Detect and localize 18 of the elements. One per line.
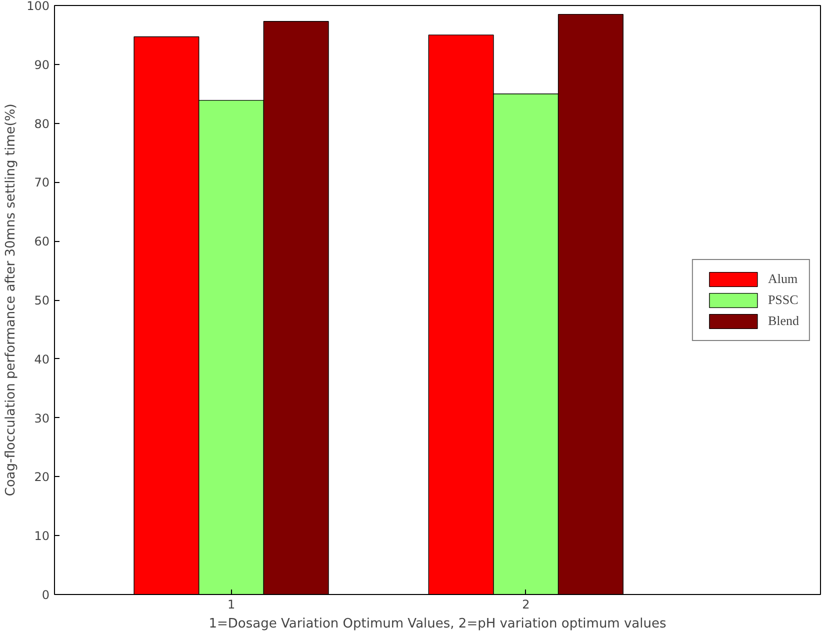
legend-label: PSSC bbox=[768, 292, 798, 308]
y-tick-label: 10 bbox=[34, 529, 50, 544]
y-tick-label: 70 bbox=[34, 176, 50, 190]
legend-label: Alum bbox=[768, 270, 798, 286]
x-tick-label: 1 bbox=[227, 598, 236, 612]
y-axis-title: Coag-flocculation performance after 30mns settling time(%) bbox=[4, 104, 19, 496]
y-tick-label: 30 bbox=[34, 411, 50, 426]
y-tick-label: 80 bbox=[34, 116, 50, 131]
x-axis-title: 1=Dosage Variation Optimum Values, 2=pH variation optimum values bbox=[208, 616, 666, 632]
y-tick-label: 100 bbox=[26, 0, 50, 13]
y-tick-label: 20 bbox=[34, 470, 50, 484]
y-tick-label: 0 bbox=[42, 588, 50, 602]
y-tick-label: 90 bbox=[34, 58, 50, 72]
y-tick-label: 60 bbox=[34, 234, 50, 249]
y-tick-label: 50 bbox=[34, 294, 50, 308]
x-tick-label: 2 bbox=[522, 598, 530, 612]
y-tick-label: 40 bbox=[34, 352, 50, 366]
legend-label: Blend bbox=[768, 312, 799, 328]
